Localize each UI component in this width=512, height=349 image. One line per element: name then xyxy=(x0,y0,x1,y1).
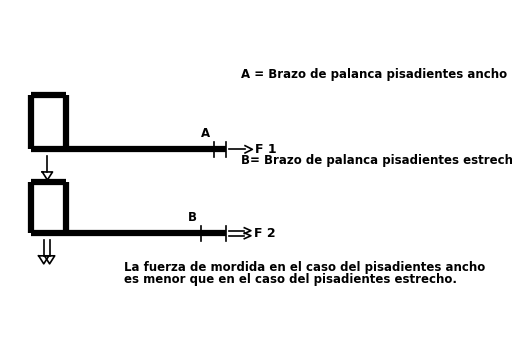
Text: B: B xyxy=(188,211,197,224)
Text: es menor que en el caso del pisadientes estrecho.: es menor que en el caso del pisadientes … xyxy=(124,273,457,286)
Text: A: A xyxy=(201,127,210,140)
Text: B= Brazo de palanca pisadientes estrecho: B= Brazo de palanca pisadientes estrecho xyxy=(241,154,512,167)
Text: F 2: F 2 xyxy=(254,227,275,240)
Text: F 1: F 1 xyxy=(255,143,277,156)
Text: La fuerza de mordida en el caso del pisadientes ancho: La fuerza de mordida en el caso del pisa… xyxy=(124,261,485,274)
Text: A = Brazo de palanca pisadientes ancho: A = Brazo de palanca pisadientes ancho xyxy=(241,68,507,81)
